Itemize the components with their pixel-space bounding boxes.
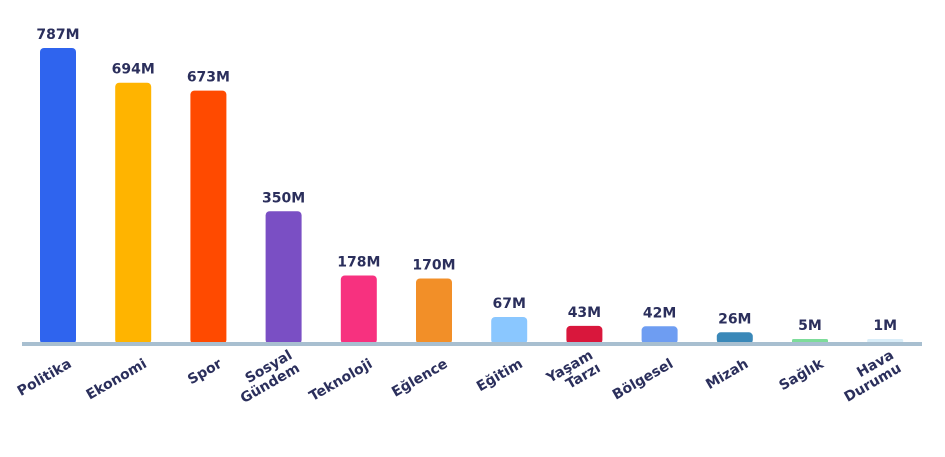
bar-politika — [40, 48, 76, 344]
category-label-spor: Spor — [185, 356, 225, 388]
category-label-saglik: Sağlık — [777, 356, 828, 394]
bar-sosyal-gundem — [265, 211, 302, 344]
value-label-egitim: 67M — [492, 296, 525, 312]
value-label-spor: 673M — [187, 70, 230, 86]
category-label-politika: Politika — [15, 356, 75, 400]
category-label-line: Eğitim — [474, 356, 526, 395]
value-label-bolgesel: 42M — [643, 305, 676, 321]
category-label-line: Sağlık — [777, 356, 828, 394]
bar-spor — [190, 90, 227, 344]
category-label-egitim: Eğitim — [474, 356, 526, 395]
category-label-line: Teknoloji — [307, 356, 376, 405]
category-label-line: Politika — [15, 356, 75, 400]
value-label-teknoloji: 178M — [337, 255, 380, 271]
bar-ekonomi — [115, 82, 152, 344]
bar-teknoloji — [340, 275, 377, 344]
bar-mizah — [716, 332, 753, 344]
bars-group — [40, 48, 904, 344]
bar-eglence — [416, 278, 452, 344]
category-label-line: Spor — [185, 356, 225, 388]
value-labels-group: 787M 694M 673M 350M 178M 170M 67M 43M 42M 26M 5M 1M — [36, 27, 897, 334]
category-label-line: Ekonomi — [84, 356, 150, 403]
bar-bolgesel — [641, 326, 678, 344]
value-label-hava-durumu: 1M — [873, 318, 897, 334]
category-label-mizah: Mizah — [703, 356, 751, 393]
value-label-saglik: 5M — [798, 318, 822, 334]
value-label-politika: 787M — [36, 27, 79, 43]
value-label-ekonomi: 694M — [112, 62, 155, 78]
category-label-eglence: Eğlence — [389, 356, 450, 401]
value-label-mizah: 26M — [718, 311, 751, 327]
bar-yasam-tarzi — [566, 325, 603, 344]
category-label-line: Bölgesel — [610, 356, 676, 403]
category-label-ekonomi: Ekonomi — [84, 356, 150, 403]
category-label-teknoloji: Teknoloji — [307, 356, 376, 405]
category-label-bolgesel: Bölgesel — [610, 356, 676, 403]
value-label-yasam-tarzi: 43M — [568, 305, 601, 321]
bar-egitim — [491, 316, 528, 344]
category-label-line: Mizah — [703, 356, 751, 393]
value-label-sosyal-gundem: 350M — [262, 190, 305, 206]
value-label-eglence: 170M — [412, 257, 455, 273]
category-label-line: Eğlence — [389, 356, 450, 401]
